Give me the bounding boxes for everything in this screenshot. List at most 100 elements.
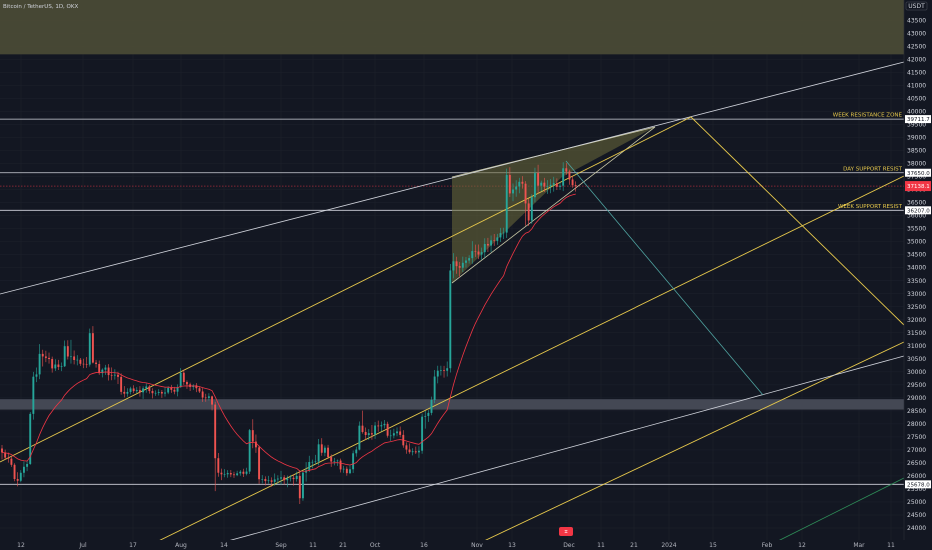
candle-body xyxy=(512,189,514,194)
candle-body xyxy=(352,453,355,470)
candle-body xyxy=(226,473,229,475)
candle-body xyxy=(217,458,220,473)
candle-body xyxy=(418,450,420,453)
time-tick-label: 11 xyxy=(887,542,895,549)
candle-body xyxy=(264,479,267,482)
candle-body xyxy=(142,388,145,393)
currency-label: USDT xyxy=(908,3,925,10)
candle-body xyxy=(126,391,129,394)
candle-body xyxy=(129,388,132,392)
time-tick-label: 21 xyxy=(630,542,638,549)
trend-drawings[interactable] xyxy=(0,61,905,550)
price-tick-label: 30500 xyxy=(907,356,926,363)
candle-body xyxy=(245,471,248,474)
currency-badge[interactable]: USDT xyxy=(905,1,928,11)
time-tick-label: 16 xyxy=(420,542,428,549)
candle-body xyxy=(355,449,358,454)
channel-upper-line[interactable] xyxy=(0,116,692,463)
candle-body xyxy=(527,203,530,221)
price-tick-label: 39000 xyxy=(907,135,926,142)
candle-body xyxy=(258,447,261,480)
candle-body xyxy=(51,359,54,369)
projection-down-teal[interactable] xyxy=(565,160,764,396)
support-trendline[interactable] xyxy=(194,355,905,550)
annotation-label: WEEK RESISTANCE ZONE xyxy=(833,113,903,119)
candle-body xyxy=(396,431,398,434)
candle-body xyxy=(549,184,552,187)
zone-support-band xyxy=(0,399,904,410)
candle-body xyxy=(110,375,113,376)
candle-body xyxy=(405,445,408,450)
wedge-lower-line[interactable] xyxy=(451,126,656,284)
time-badge-box xyxy=(559,527,573,536)
candle-body xyxy=(490,240,493,246)
candle-body xyxy=(239,471,242,474)
candle-body xyxy=(10,458,13,465)
price-tick-label: 42500 xyxy=(907,44,926,51)
time-badge-marker: ⌗ xyxy=(564,530,567,536)
price-tick-label: 25000 xyxy=(907,499,926,506)
candle-body xyxy=(107,367,110,376)
candle-body xyxy=(568,171,571,180)
candle-body xyxy=(455,261,458,267)
candle-body xyxy=(358,425,361,450)
current-price-tag-label: 37138.1 xyxy=(907,184,930,190)
time-tick-label: Aug xyxy=(175,542,187,549)
candle-body xyxy=(207,396,210,398)
candle-body xyxy=(85,364,88,365)
candle-body xyxy=(289,477,292,479)
candle-body xyxy=(515,186,518,190)
candle-body xyxy=(35,374,38,377)
candle-body xyxy=(323,447,326,453)
candle-body xyxy=(101,369,104,374)
price-tick-label: 36500 xyxy=(907,200,926,207)
price-tick-label: 43500 xyxy=(907,18,926,25)
candle-body xyxy=(342,468,345,470)
candle-body xyxy=(135,390,138,392)
time-tick-label: Mar xyxy=(853,542,865,549)
candle-body xyxy=(424,415,427,417)
candle-body xyxy=(389,435,392,437)
candle-body xyxy=(546,186,549,187)
candle-body xyxy=(70,356,72,358)
zones xyxy=(0,0,904,410)
time-axis-date-badge: ⌗ xyxy=(559,527,573,536)
candle-body xyxy=(229,473,232,475)
rising-wedge-fill xyxy=(452,127,655,283)
price-tick-label: 24500 xyxy=(907,512,926,519)
channel-mid-line[interactable] xyxy=(139,175,905,550)
channel-lower-line[interactable] xyxy=(464,341,905,550)
time-tick-label: 12 xyxy=(17,542,25,549)
candle-body xyxy=(571,179,574,186)
candle-body xyxy=(534,173,536,198)
price-tag-box xyxy=(905,480,931,489)
price-tick-label: 28000 xyxy=(907,421,926,428)
candle-body xyxy=(502,232,505,234)
price-axis[interactable] xyxy=(904,0,932,550)
time-tick-label: Sep xyxy=(275,542,287,549)
price-tick-label: 35500 xyxy=(907,226,926,233)
price-tick-label: 32500 xyxy=(907,304,926,311)
candle-body xyxy=(374,425,377,435)
price-tag-label: 25678.0 xyxy=(907,482,930,488)
time-tick-label: 21 xyxy=(339,542,347,549)
candle-body xyxy=(505,174,508,233)
candle-body xyxy=(333,461,336,462)
candle-body xyxy=(98,363,101,374)
price-tick-label: 30000 xyxy=(907,369,926,376)
candle-body xyxy=(44,356,47,358)
time-axis[interactable] xyxy=(0,540,932,550)
candle-body xyxy=(26,463,29,467)
long-resistance-trendline[interactable] xyxy=(0,61,905,295)
projection-down-yellow[interactable] xyxy=(690,116,905,326)
candle-body xyxy=(474,251,477,252)
candle-body xyxy=(95,362,97,364)
time-tick-label: 2024 xyxy=(661,542,676,549)
candle-body xyxy=(496,237,499,241)
projection-up-green[interactable] xyxy=(759,477,905,550)
candle-body xyxy=(518,181,521,187)
annotation-label: DAY SUPPORT RESIST xyxy=(843,166,902,172)
candle-body xyxy=(361,425,364,432)
candle-body xyxy=(254,441,257,448)
